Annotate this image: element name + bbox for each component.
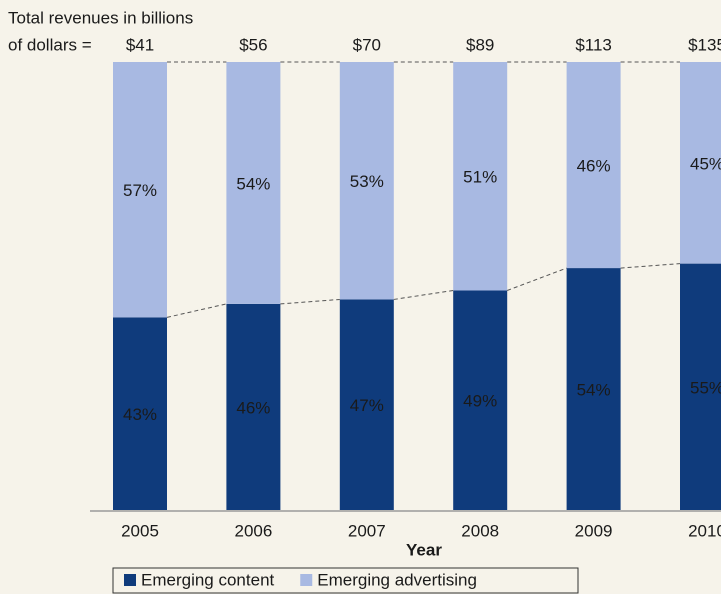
- data-label: 57%: [123, 181, 157, 200]
- data-label: 46%: [577, 157, 611, 176]
- total-label: $56: [239, 35, 267, 54]
- legend-label: Emerging advertising: [317, 570, 477, 589]
- bar-segment: [680, 62, 721, 264]
- data-label: 54%: [236, 174, 270, 193]
- connector: [166, 303, 227, 318]
- legend-swatch: [124, 574, 136, 586]
- bar-segment: [113, 62, 167, 318]
- total-label: $89: [466, 35, 494, 54]
- data-label: 45%: [690, 154, 721, 173]
- x-tick-label: 2005: [121, 521, 159, 540]
- bar-segment: [680, 263, 721, 510]
- bar-segment: [113, 317, 167, 510]
- connector: [620, 263, 681, 269]
- legend-swatch: [300, 574, 313, 586]
- x-tick-label: 2008: [461, 521, 499, 540]
- legend-box: [112, 567, 579, 594]
- x-tick-label: 2010: [688, 521, 721, 540]
- bar-segment: [226, 62, 281, 304]
- data-label: 43%: [123, 405, 157, 424]
- bar-segment: [566, 268, 621, 510]
- chart-title: Total revenues in billions: [8, 8, 193, 27]
- total-label: $113: [575, 35, 612, 54]
- x-tick-label: 2006: [234, 521, 272, 540]
- data-label: 49%: [463, 392, 497, 411]
- total-label: $41: [126, 35, 154, 54]
- bar-segment: [339, 62, 394, 300]
- connector: [507, 267, 567, 291]
- x-tick-label: 2009: [575, 521, 613, 540]
- data-label: 51%: [463, 168, 497, 187]
- data-label: 53%: [350, 172, 384, 191]
- connector: [393, 289, 454, 300]
- bar-segment: [453, 290, 508, 510]
- data-label: 54%: [577, 381, 611, 400]
- bar-segment: [339, 299, 394, 510]
- bar-segment: [226, 303, 281, 510]
- x-tick-label: 2007: [348, 521, 386, 540]
- bar-segment: [566, 62, 621, 269]
- data-label: 55%: [690, 378, 721, 397]
- legend-label: Emerging content: [141, 570, 275, 589]
- data-label: 47%: [350, 396, 384, 415]
- total-label: $135: [688, 35, 721, 54]
- chart-title: of dollars =: [8, 35, 92, 54]
- data-label: 46%: [236, 398, 270, 417]
- total-label: $70: [353, 35, 381, 54]
- x-axis-label: Year: [406, 540, 442, 559]
- bar-segment: [453, 62, 508, 291]
- connector: [280, 298, 340, 305]
